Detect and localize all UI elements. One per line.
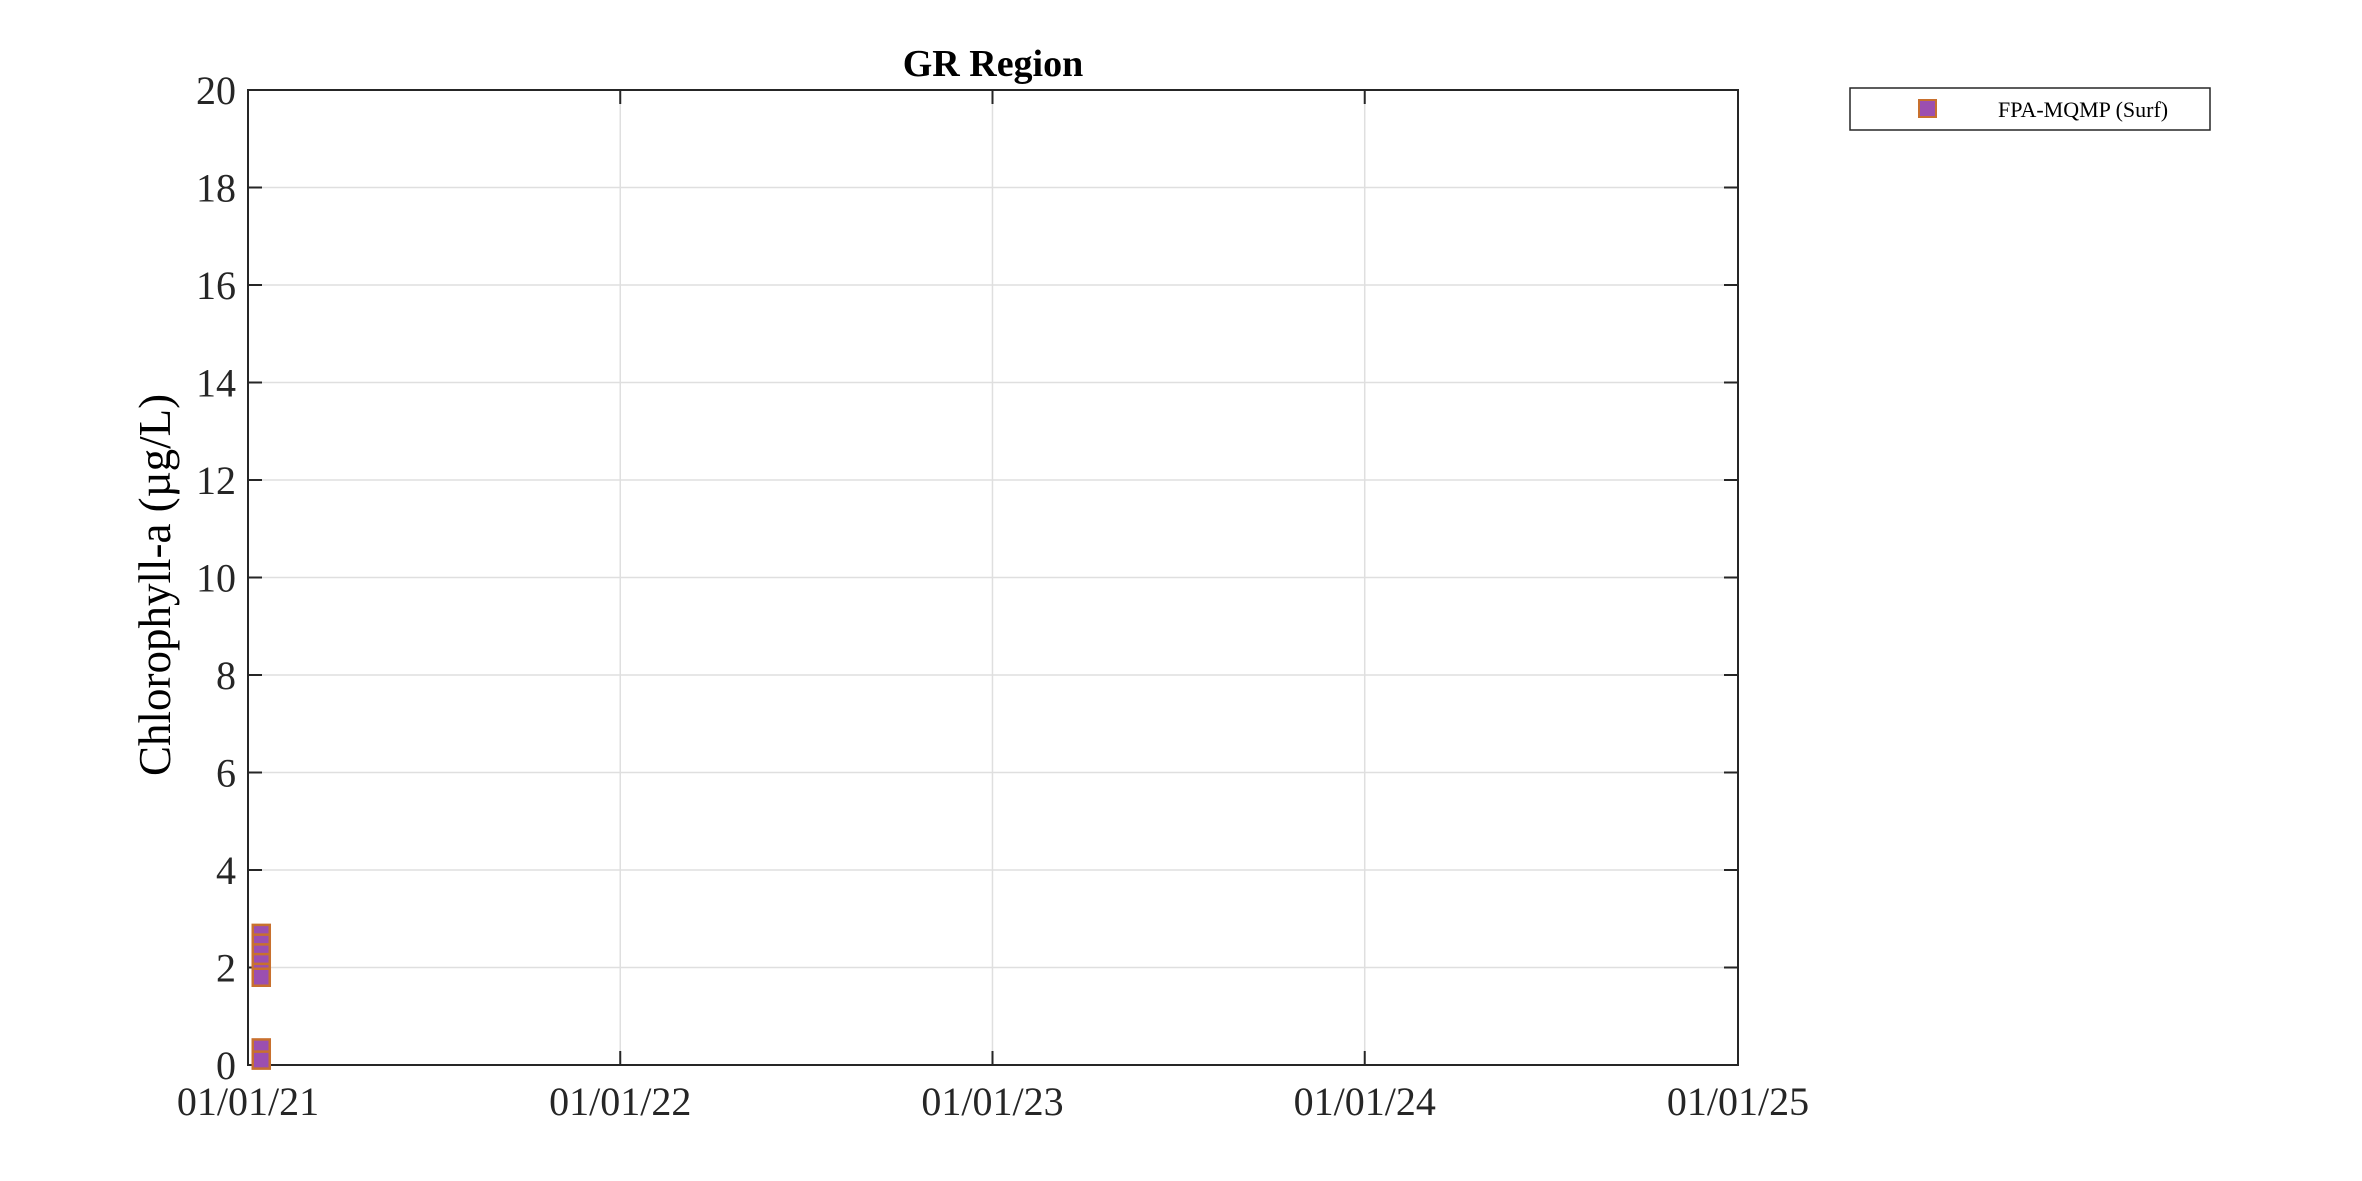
- x-tick-label: 01/01/24: [1294, 1079, 1436, 1124]
- y-tick-label: 4: [216, 848, 236, 893]
- x-tick-label: 01/01/25: [1667, 1079, 1809, 1124]
- y-tick-label: 20: [196, 68, 236, 113]
- y-axis-label: Chlorophyll-a (µg/L): [130, 394, 180, 776]
- x-tick-label: 01/01/21: [177, 1079, 319, 1124]
- axes: 0 2 4 6 8 10 12 14 16 18 20 01/01/21 01/01/22 01/01/2…: [177, 68, 1809, 1124]
- y-tick-label: 0: [216, 1043, 236, 1088]
- y-tick-label: 10: [196, 556, 236, 601]
- y-tick-label: 8: [216, 653, 236, 698]
- legend-marker: [1918, 99, 1937, 118]
- x-tick-label: 01/01/23: [921, 1079, 1063, 1124]
- marks: [251, 923, 272, 1070]
- x-tick-label: 01/01/22: [549, 1079, 691, 1124]
- legend-box: [1849, 87, 2211, 131]
- y-tick-label: 2: [216, 946, 236, 991]
- y-tick-label: 18: [196, 166, 236, 211]
- y-tick-label: 6: [216, 751, 236, 796]
- chart-title: GR Region: [903, 43, 1084, 85]
- y-tick-label: 12: [196, 458, 236, 503]
- legend: FPA-MQMP (Surf): [1849, 87, 2211, 131]
- y-tick-label: 16: [196, 263, 236, 308]
- y-tick-label: 14: [196, 361, 236, 406]
- data-point: [251, 967, 272, 987]
- data-point: [251, 1050, 272, 1070]
- labels: GR Region Chlorophyll-a (µg/L): [130, 43, 1083, 776]
- legend-label: FPA-MQMP (Surf): [1998, 97, 2168, 122]
